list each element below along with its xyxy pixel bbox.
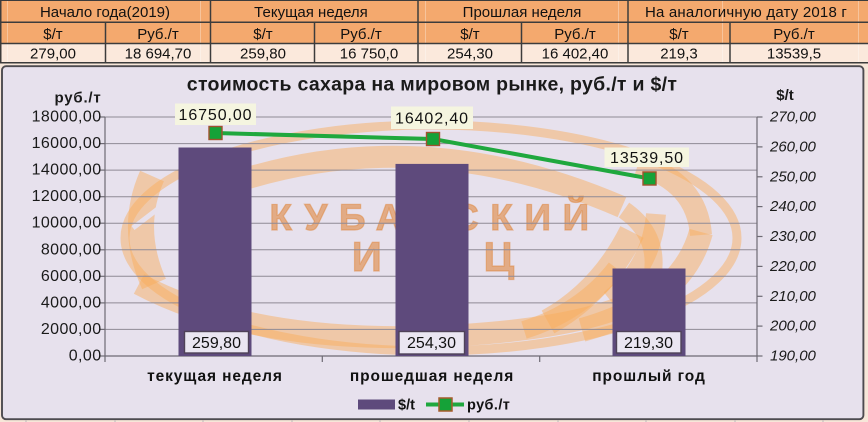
svg-text:6000,00: 6000,00 xyxy=(41,268,102,285)
svg-text:Руб./т: Руб./т xyxy=(137,26,179,43)
svg-text:Начало года(2019): Начало года(2019) xyxy=(40,4,170,21)
svg-text:16000,00: 16000,00 xyxy=(32,135,102,152)
svg-text:254,30: 254,30 xyxy=(447,46,493,63)
svg-text:16 750,0: 16 750,0 xyxy=(340,46,398,63)
svg-text:16 402,40: 16 402,40 xyxy=(542,46,609,63)
svg-text:210,00: 210,00 xyxy=(769,288,817,305)
svg-text:259,80: 259,80 xyxy=(240,46,286,63)
svg-text:Прошлая неделя: Прошлая неделя xyxy=(463,4,582,21)
svg-text:260,00: 260,00 xyxy=(769,138,817,155)
svg-text:стоимость сахара на мировом ры: стоимость сахара на мировом рынке, руб./… xyxy=(187,74,677,96)
svg-text:прошлый год: прошлый год xyxy=(592,368,705,385)
svg-text:8000,00: 8000,00 xyxy=(41,241,102,258)
svg-text:текущая неделя: текущая неделя xyxy=(147,368,283,385)
svg-text:250,00: 250,00 xyxy=(769,168,817,185)
svg-text:руб./т: руб./т xyxy=(467,398,510,414)
svg-text:270,00: 270,00 xyxy=(769,109,817,126)
svg-text:259,80: 259,80 xyxy=(192,335,241,352)
svg-text:На аналогичную дату 2018 г: На аналогичную дату 2018 г xyxy=(645,4,847,21)
svg-text:14000,00: 14000,00 xyxy=(32,162,102,179)
svg-text:руб./т: руб./т xyxy=(54,90,101,107)
svg-text:230,00: 230,00 xyxy=(769,228,817,245)
svg-text:$/т: $/т xyxy=(43,26,63,43)
svg-text:12000,00: 12000,00 xyxy=(32,188,102,205)
svg-text:190,00: 190,00 xyxy=(770,348,817,365)
svg-text:16402,40: 16402,40 xyxy=(395,111,469,128)
svg-text:$/т: $/т xyxy=(460,26,480,43)
svg-text:10000,00: 10000,00 xyxy=(32,215,102,232)
svg-text:$/t: $/t xyxy=(398,398,415,414)
svg-text:2000,00: 2000,00 xyxy=(41,321,102,338)
svg-text:4000,00: 4000,00 xyxy=(41,294,102,311)
svg-text:13539,50: 13539,50 xyxy=(610,150,684,167)
svg-text:13539,5: 13539,5 xyxy=(767,46,821,63)
svg-text:Руб./т: Руб./т xyxy=(340,26,382,43)
svg-text:$/t: $/t xyxy=(776,87,794,104)
svg-text:$/т: $/т xyxy=(253,26,273,43)
svg-text:прошедшая неделя: прошедшая неделя xyxy=(350,368,514,385)
svg-text:220,00: 220,00 xyxy=(769,258,817,275)
svg-text:18 694,70: 18 694,70 xyxy=(125,46,192,63)
svg-text:219,3: 219,3 xyxy=(660,46,698,63)
svg-text:Руб./т: Руб./т xyxy=(554,26,596,43)
svg-text:254,30: 254,30 xyxy=(407,335,456,352)
svg-text:$/т: $/т xyxy=(669,26,689,43)
svg-text:0,00: 0,00 xyxy=(69,348,102,365)
svg-text:18000,00: 18000,00 xyxy=(32,109,102,126)
svg-text:Руб./т: Руб./т xyxy=(773,26,815,43)
svg-text:279,00: 279,00 xyxy=(30,46,76,63)
svg-text:219,30: 219,30 xyxy=(624,335,673,352)
svg-text:200,00: 200,00 xyxy=(769,318,817,335)
svg-text:16750,00: 16750,00 xyxy=(179,107,253,124)
svg-text:Текущая неделя: Текущая неделя xyxy=(254,4,368,21)
svg-text:240,00: 240,00 xyxy=(769,198,817,215)
